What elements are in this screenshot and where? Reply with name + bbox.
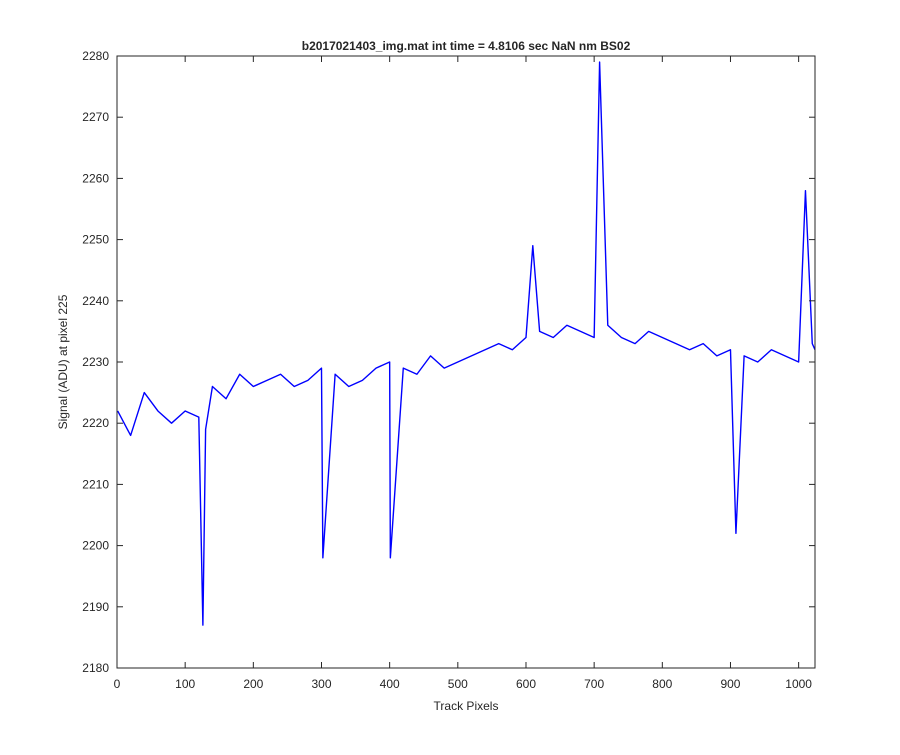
y-tick-label: 2220 — [82, 416, 109, 430]
y-tick-label: 2270 — [82, 110, 109, 124]
plot-area-background — [117, 56, 815, 668]
x-tick-label: 100 — [175, 677, 195, 691]
y-axis-ticks: 2180 2190 2200 2210 2220 2230 2240 2250 2260 2270… — [82, 49, 815, 675]
y-tick-label: 2260 — [82, 171, 109, 185]
x-tick-label: 800 — [652, 677, 672, 691]
x-axis-label: Track Pixels — [434, 699, 499, 713]
x-tick-label: 200 — [243, 677, 263, 691]
chart-title: b2017021403_img.mat int time = 4.8106 se… — [302, 39, 631, 53]
x-tick-label: 500 — [448, 677, 468, 691]
x-tick-label: 0 — [114, 677, 121, 691]
y-tick-label: 2180 — [82, 661, 109, 675]
y-tick-label: 2280 — [82, 49, 109, 63]
series-layer — [117, 61, 816, 626]
series-line — [117, 61, 816, 626]
y-axis-label: Signal (ADU) at pixel 225 — [56, 294, 70, 429]
y-tick-label: 2250 — [82, 233, 109, 247]
x-tick-label: 700 — [584, 677, 604, 691]
y-tick-label: 2210 — [82, 477, 109, 491]
x-tick-label: 1000 — [785, 677, 812, 691]
x-tick-label: 600 — [516, 677, 536, 691]
x-tick-label: 900 — [720, 677, 740, 691]
x-tick-label: 400 — [380, 677, 400, 691]
y-tick-label: 2200 — [82, 539, 109, 553]
x-axis-ticks: 0 100 200 300 400 500 600 700 800 900 1000 — [114, 56, 812, 691]
y-tick-label: 2190 — [82, 600, 109, 614]
x-tick-label: 300 — [311, 677, 331, 691]
y-tick-label: 2240 — [82, 294, 109, 308]
y-tick-label: 2230 — [82, 355, 109, 369]
